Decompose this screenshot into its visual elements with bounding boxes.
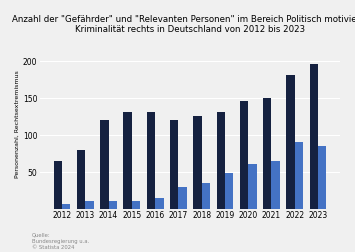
- Bar: [272, 161, 280, 209]
- Bar: [193, 117, 202, 209]
- Bar: [318, 146, 326, 209]
- Bar: [248, 165, 257, 209]
- Bar: [109, 202, 117, 209]
- Title: Anzahl der "Gefährder" und "Relevanten Personen" im Bereich Politisch motivierte: Anzahl der "Gefährder" und "Relevanten P…: [12, 15, 355, 34]
- Bar: [286, 76, 295, 209]
- Bar: [155, 198, 164, 209]
- Bar: [310, 65, 318, 209]
- Bar: [124, 113, 132, 209]
- Bar: [132, 202, 140, 209]
- Bar: [147, 113, 155, 209]
- Bar: [62, 204, 70, 209]
- Bar: [295, 143, 303, 209]
- Bar: [225, 174, 233, 209]
- Bar: [179, 187, 187, 209]
- Bar: [77, 150, 85, 209]
- Bar: [202, 183, 210, 209]
- Text: Quelle:
Bundesregierung u.a.
© Statista 2024: Quelle: Bundesregierung u.a. © Statista …: [32, 231, 89, 249]
- Bar: [100, 120, 109, 209]
- Bar: [170, 120, 179, 209]
- Bar: [54, 161, 62, 209]
- Bar: [85, 202, 94, 209]
- Y-axis label: Personenzahl, Rechtsextremismus: Personenzahl, Rechtsextremismus: [15, 71, 20, 178]
- Bar: [240, 102, 248, 209]
- Bar: [263, 98, 272, 209]
- Bar: [217, 113, 225, 209]
